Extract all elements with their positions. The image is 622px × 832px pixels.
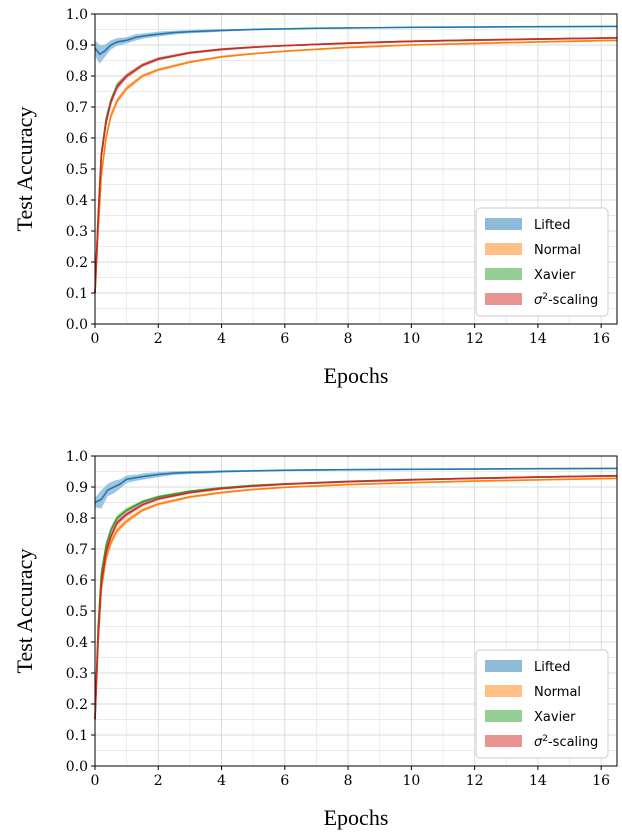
y-tick-label: 0.1 <box>66 286 88 302</box>
x-tick-label: 16 <box>592 331 610 347</box>
legend-swatch <box>485 735 522 747</box>
legend-swatch <box>485 710 522 722</box>
legend-label: σ2-scaling <box>534 734 598 750</box>
legend-box <box>475 207 609 317</box>
x-tick-label: 10 <box>402 773 420 789</box>
x-tick-label: 8 <box>344 773 353 789</box>
y-tick-label: 0.6 <box>66 573 88 589</box>
x-tick-label: 0 <box>91 773 100 789</box>
legend-box <box>475 649 609 759</box>
series-line <box>94 37 618 294</box>
y-tick-label: 0.7 <box>66 542 88 558</box>
x-tick-label: 2 <box>154 331 163 347</box>
y-tick-label: 1.0 <box>66 449 88 465</box>
legend-label: Lifted <box>534 660 571 675</box>
legend-label: Lifted <box>534 218 571 233</box>
x-tick-label: 12 <box>466 773 484 789</box>
y-tick-label: 0.5 <box>66 604 88 620</box>
y-tick-label: 0.3 <box>66 666 88 682</box>
x-axis-label: Epochs <box>324 805 389 830</box>
legend-swatch <box>485 685 522 697</box>
y-tick-label: 1.0 <box>66 7 88 23</box>
series-line <box>94 25 618 56</box>
legend-label: Xavier <box>534 710 576 725</box>
x-axis-label: Epochs <box>324 363 389 388</box>
x-tick-label: 4 <box>217 331 226 347</box>
series-line <box>94 475 618 720</box>
series-line <box>94 477 618 720</box>
legend-label: Normal <box>534 685 581 700</box>
y-tick-label: 0.8 <box>66 511 88 527</box>
chart-1: 0.0 0.1 0.2 0.3 0.4 0.5 0.6 0.7 0.8 0.9 1.0 0 2 4 6 8 10… <box>12 7 618 388</box>
y-tick-label: 0.9 <box>66 480 88 496</box>
legend-swatch <box>485 293 522 305</box>
y-tick-label: 0.4 <box>66 193 88 209</box>
y-tick-label: 0.4 <box>66 635 88 651</box>
y-tick-label: 0.3 <box>66 224 88 240</box>
x-tick-label: 6 <box>280 331 289 347</box>
y-tick-label: 0.2 <box>66 697 88 713</box>
y-tick-label: 0.5 <box>66 162 88 178</box>
x-tick-label: 14 <box>529 331 547 347</box>
y-axis-label: Test Accuracy <box>12 549 37 674</box>
x-tick-label: 0 <box>91 331 100 347</box>
legend: Lifted Normal Xavier σ2-scaling <box>475 207 609 317</box>
y-axis-label: Test Accuracy <box>12 107 37 232</box>
x-tick-label: 6 <box>280 773 289 789</box>
legend-label: Normal <box>534 243 581 258</box>
y-tick-label: 0.7 <box>66 100 88 116</box>
x-tick-label: 8 <box>344 331 353 347</box>
legend-swatch <box>485 243 522 255</box>
legend-label: Xavier <box>534 268 576 283</box>
legend: Lifted Normal Xavier σ2-scaling <box>475 649 609 759</box>
x-tick-label: 14 <box>529 773 547 789</box>
legend-swatch <box>485 268 522 280</box>
chart-2: 0.0 0.1 0.2 0.3 0.4 0.5 0.6 0.7 0.8 0.9 1.0 0 2 4 6 8 10… <box>12 449 618 830</box>
y-tick-label: 0.9 <box>66 38 88 54</box>
x-tick-label: 16 <box>592 773 610 789</box>
y-tick-label: 0.0 <box>66 759 88 775</box>
y-tick-label: 0.1 <box>66 728 88 744</box>
legend-swatch <box>485 660 522 672</box>
y-tick-label: 0.6 <box>66 131 88 147</box>
series-line <box>94 467 618 504</box>
x-tick-label: 2 <box>154 773 163 789</box>
x-tick-label: 12 <box>466 331 484 347</box>
y-tick-label: 0.8 <box>66 69 88 85</box>
x-tick-label: 10 <box>402 331 420 347</box>
series-line <box>94 39 618 294</box>
legend-label: σ2-scaling <box>534 292 598 308</box>
legend-swatch <box>485 218 522 230</box>
x-tick-label: 4 <box>217 773 226 789</box>
y-tick-label: 0.0 <box>66 317 88 333</box>
y-tick-label: 0.2 <box>66 255 88 271</box>
